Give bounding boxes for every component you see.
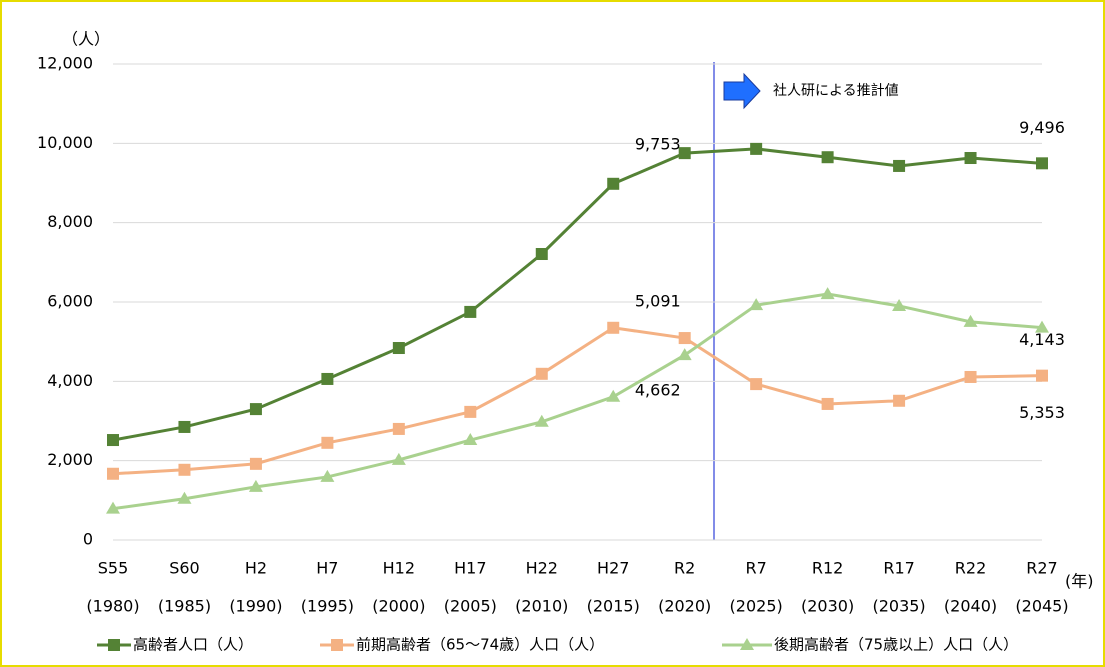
point — [678, 147, 691, 160]
legend-label: 高齢者人口（人） — [133, 636, 253, 654]
legend-label: 後期高齢者（75歳以上）人口（人） — [774, 636, 1018, 654]
point — [1035, 320, 1049, 333]
point — [464, 405, 477, 418]
x-tick-year: (2005) — [444, 597, 497, 616]
point — [320, 469, 335, 482]
point — [964, 152, 977, 165]
x-tick-label: R12 — [812, 559, 843, 578]
legend-marker — [740, 638, 754, 650]
x-tick-year: (1980) — [86, 597, 139, 616]
x-tick-label: R17 — [883, 559, 914, 578]
point — [1036, 157, 1048, 170]
point — [321, 436, 334, 449]
y-tick-label: 4,000 — [47, 371, 93, 390]
point — [964, 370, 977, 383]
series-line — [112, 147, 1043, 442]
point — [821, 151, 834, 164]
point — [107, 434, 119, 447]
x-tick-label: R7 — [746, 559, 767, 578]
y-tick-label: 8,000 — [47, 212, 93, 231]
x-tick-label: H7 — [316, 559, 338, 578]
point — [607, 177, 620, 190]
y-tick-label: 12,000 — [37, 54, 93, 73]
data-label: 9,496 — [1019, 118, 1065, 137]
point — [392, 422, 405, 435]
data-label: 4,143 — [1019, 330, 1065, 349]
x-tick-label: H2 — [245, 559, 267, 578]
point — [249, 403, 262, 416]
point — [963, 314, 978, 327]
point — [106, 501, 120, 514]
point — [1036, 369, 1048, 382]
x-tick-label: R22 — [955, 559, 986, 578]
point — [893, 394, 906, 407]
point — [392, 342, 405, 355]
point — [463, 433, 478, 446]
point — [750, 378, 763, 391]
y-tick-label: 10,000 — [37, 133, 93, 152]
x-unit: (年) — [1065, 572, 1094, 591]
point — [391, 452, 406, 465]
legend-marker — [108, 639, 120, 651]
x-tick-label: H12 — [383, 559, 415, 578]
legend-label: 前期高齢者（65～74歳）人口（人） — [356, 636, 604, 654]
x-tick-label: H27 — [597, 559, 629, 578]
data-label: 5,353 — [1019, 403, 1065, 422]
point — [750, 142, 763, 155]
x-tick-year: (2000) — [372, 597, 425, 616]
annotation: 社人研による推計値 — [773, 83, 899, 99]
y-tick-label: 6,000 — [47, 292, 93, 311]
x-tick-year: (2015) — [587, 597, 640, 616]
point — [107, 467, 119, 480]
x-tick-year: (1985) — [158, 597, 211, 616]
x-tick-label: R27 — [1026, 559, 1057, 578]
x-tick-year: (1990) — [229, 597, 282, 616]
x-tick-year: (2025) — [730, 597, 783, 616]
data-label: 5,091 — [635, 292, 681, 311]
legend-marker — [331, 639, 343, 651]
x-tick-year: (2035) — [872, 597, 925, 616]
y-unit: （人） — [62, 30, 110, 49]
x-tick-year: (2040) — [944, 597, 997, 616]
point — [534, 414, 549, 427]
point — [749, 298, 764, 311]
x-tick-label: H22 — [526, 559, 558, 578]
x-tick-label: S55 — [98, 559, 129, 578]
point — [178, 420, 191, 433]
point — [321, 372, 334, 385]
data-label: 9,753 — [635, 135, 681, 154]
series-line — [112, 292, 1043, 511]
x-tick-year: (2045) — [1015, 597, 1068, 616]
point — [535, 248, 548, 261]
point — [249, 457, 262, 470]
point — [464, 305, 477, 318]
x-tick-year: (2030) — [801, 597, 854, 616]
point — [677, 348, 692, 361]
x-tick-year: (2010) — [515, 597, 568, 616]
forecast-arrow — [723, 72, 761, 110]
point — [177, 491, 192, 504]
point — [178, 463, 191, 476]
y-tick-label: 0 — [83, 530, 93, 549]
point — [606, 389, 621, 402]
point — [248, 479, 263, 492]
data-label: 4,662 — [635, 381, 681, 400]
x-tick-year: (2020) — [658, 597, 711, 616]
x-tick-year: (1995) — [301, 597, 354, 616]
series-line — [112, 326, 1043, 476]
point — [821, 397, 834, 410]
point — [820, 287, 835, 300]
point — [607, 321, 620, 334]
point — [678, 332, 691, 345]
point — [535, 367, 548, 380]
point — [892, 298, 907, 311]
x-tick-label: S60 — [169, 559, 200, 578]
x-tick-label: H17 — [454, 559, 486, 578]
point — [893, 159, 906, 172]
x-tick-label: R2 — [674, 559, 695, 578]
y-tick-label: 2,000 — [47, 450, 93, 469]
